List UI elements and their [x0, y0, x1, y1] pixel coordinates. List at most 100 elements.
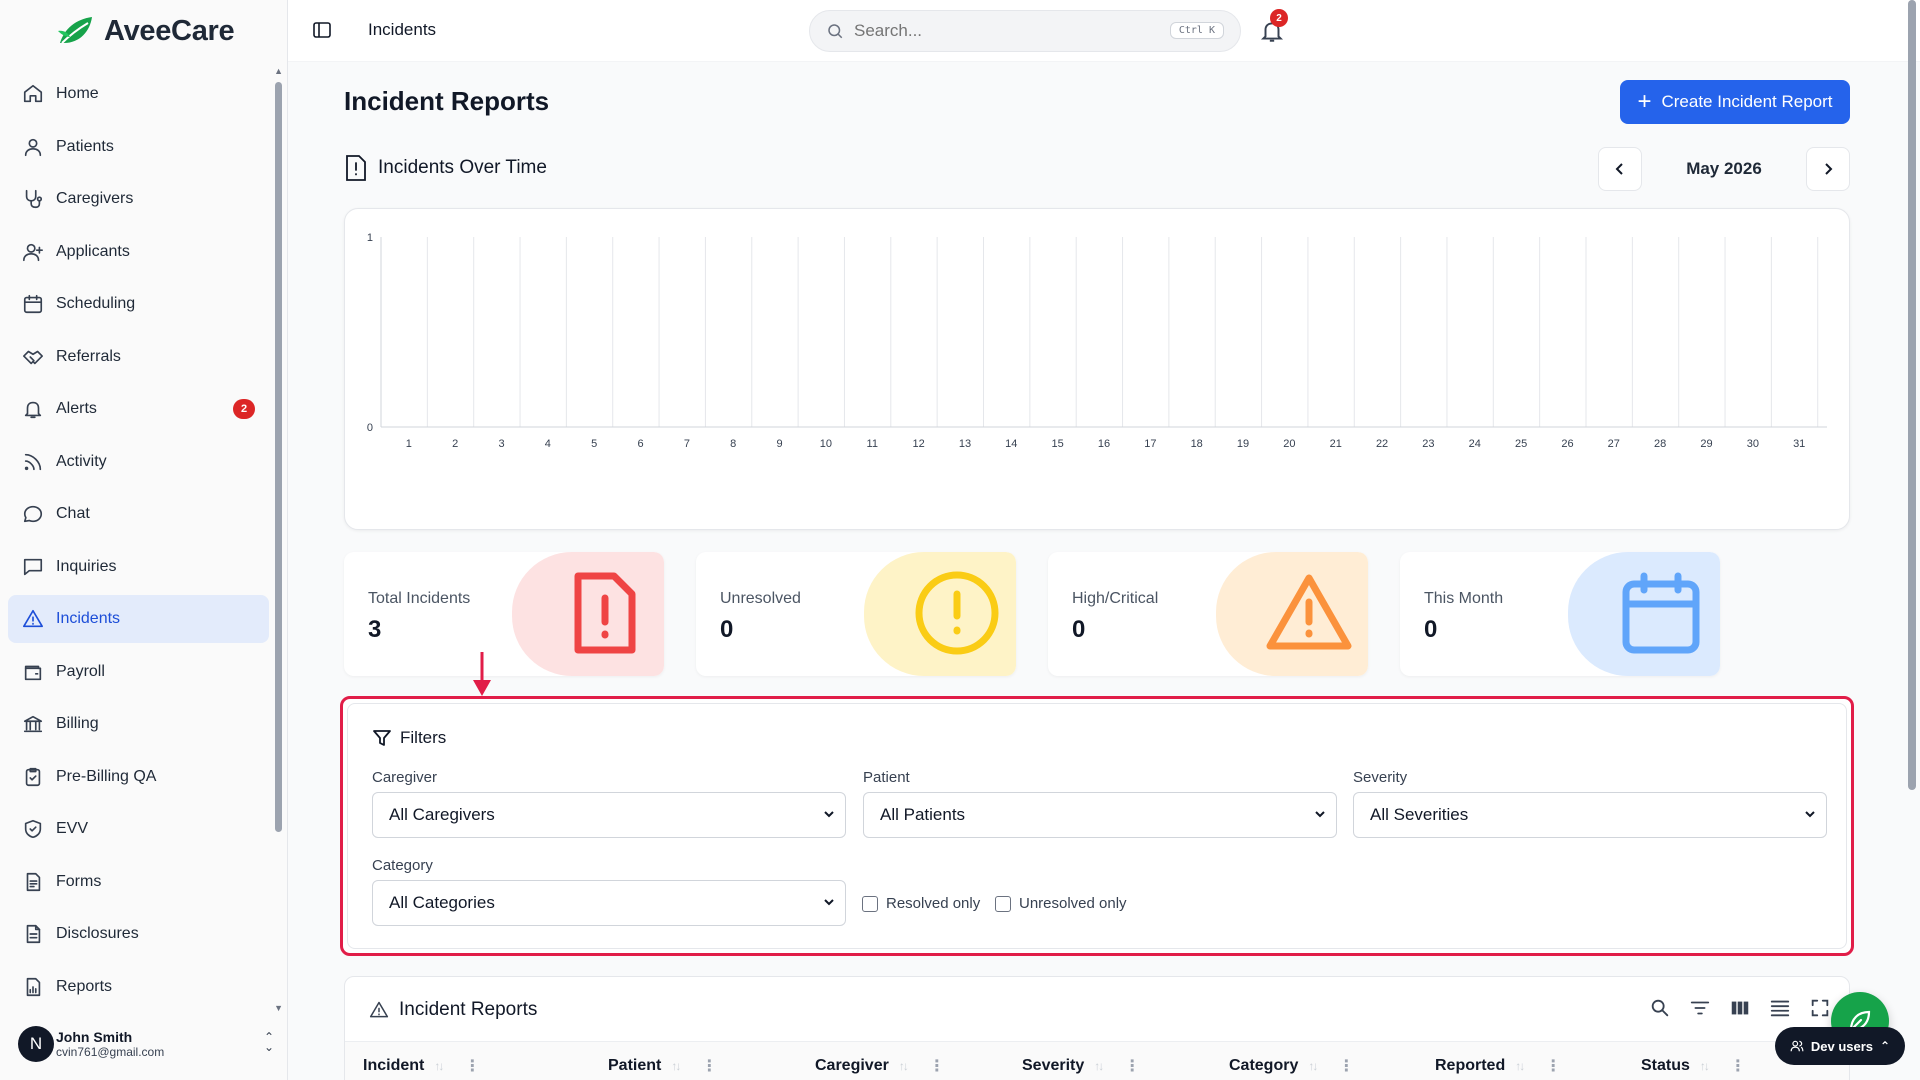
unresolved-only-checkbox[interactable]: Unresolved only [995, 895, 1127, 912]
column-header-status[interactable]: Status ↑↓ ⋮ [1641, 1056, 1746, 1076]
avatar: N [18, 1026, 54, 1062]
sidebar-item-inquiries[interactable]: Inquiries [8, 543, 269, 591]
sort-icon[interactable]: ↑↓ [671, 1059, 681, 1073]
chart-x-tick-label: 21 [1330, 438, 1342, 450]
stat-card-high-critical: High/Critical 0 [1048, 552, 1368, 676]
sidebar-item-activity[interactable]: Activity [8, 438, 269, 486]
home-icon [23, 84, 43, 103]
sidebar-item-label: EVV [56, 820, 89, 837]
checkbox-box[interactable] [862, 895, 878, 912]
sidebar-item-reports[interactable]: Reports [8, 963, 269, 1011]
checkbox-box[interactable] [995, 895, 1011, 912]
column-menu-icon[interactable]: ⋮ [464, 1058, 481, 1075]
sidebar-item-applicants[interactable]: Applicants [8, 228, 269, 276]
category-select[interactable]: All Categories [372, 880, 846, 926]
chart-x-tick-label: 29 [1700, 438, 1712, 450]
sidebar-item-pre-billing-qa[interactable]: Pre-Billing QA [8, 753, 269, 801]
sidebar-nav: Home Patients Caregivers Applicants Sche… [8, 70, 269, 1015]
user-menu[interactable]: N John Smith cvin761@gmail.com ⌃ ⌄ [18, 1022, 274, 1066]
sidebar-item-label: Payroll [56, 662, 105, 680]
sidebar-item-billing[interactable]: Billing [8, 700, 269, 748]
chart-x-tick-label: 30 [1747, 438, 1759, 450]
sidebar-item-evv[interactable]: EVV [8, 805, 269, 853]
category-filter-label: Category [372, 857, 433, 874]
columns-icon[interactable] [1729, 997, 1751, 1019]
stethoscope-icon [25, 189, 43, 209]
sidebar-item-disclosures[interactable]: Disclosures [8, 910, 269, 958]
sidebar-item-patients[interactable]: Patients [8, 123, 269, 171]
search-box[interactable]: Ctrl K [809, 10, 1241, 52]
next-month-button[interactable] [1806, 147, 1850, 191]
app-logo[interactable]: AveeCare [0, 0, 287, 62]
column-menu-icon[interactable]: ⋮ [701, 1058, 718, 1075]
sidebar-scrollbar[interactable] [275, 82, 282, 832]
patient-filter-label: Patient [863, 769, 910, 786]
column-header-severity[interactable]: Severity ↑↓ ⋮ [1022, 1056, 1140, 1076]
chart-x-tick-label: 3 [498, 438, 504, 450]
sidebar-item-chat[interactable]: Chat [8, 490, 269, 538]
search-icon[interactable] [1649, 997, 1671, 1019]
column-header-caregiver[interactable]: Caregiver ↑↓ ⋮ [815, 1056, 945, 1076]
sidebar-item-label: Incidents [56, 610, 121, 627]
fullscreen-icon[interactable] [1809, 997, 1831, 1019]
sort-icon[interactable]: ↑↓ [1094, 1059, 1104, 1073]
alerts-count-badge: 2 [233, 399, 255, 419]
column-menu-icon[interactable]: ⋮ [1338, 1058, 1355, 1075]
column-menu-icon[interactable]: ⋮ [1545, 1058, 1562, 1075]
column-menu-icon[interactable]: ⋮ [1124, 1058, 1141, 1075]
sidebar-scroll-up-icon[interactable]: ▲ [274, 66, 283, 76]
page-scrollbar[interactable] [1908, 0, 1916, 790]
sidebar-toggle-icon[interactable] [312, 20, 332, 40]
stat-card-this-month: This Month 0 [1400, 552, 1720, 676]
dev-users-button[interactable]: Dev users ⌃ [1775, 1027, 1905, 1065]
column-menu-icon[interactable]: ⋮ [928, 1058, 945, 1075]
filter-lines-icon[interactable] [1689, 997, 1711, 1019]
column-header-incident[interactable]: Incident ↑↓ ⋮ [363, 1056, 480, 1076]
sidebar-item-referrals[interactable]: Referrals [8, 333, 269, 381]
severity-select-value: All Severities [1370, 805, 1469, 824]
sidebar-item-forms[interactable]: Forms [8, 858, 269, 906]
sort-icon[interactable]: ↑↓ [1699, 1059, 1710, 1073]
sidebar-item-label: Billing [56, 715, 99, 732]
sidebar-scroll-down-icon[interactable]: ▼ [274, 1003, 283, 1013]
sort-icon[interactable]: ↑↓ [434, 1059, 444, 1073]
sidebar-item-scheduling[interactable]: Scheduling [8, 280, 269, 328]
column-header-label: Status [1641, 1057, 1690, 1074]
create-incident-report-button[interactable]: + Create Incident Report [1620, 80, 1850, 124]
sidebar-item-alerts[interactable]: Alerts 2 [8, 385, 269, 433]
chart-x-tick-label: 25 [1515, 438, 1527, 450]
column-menu-icon[interactable]: ⋮ [1729, 1058, 1746, 1075]
sidebar-item-label: Activity [56, 452, 107, 470]
column-header-patient[interactable]: Patient ↑↓ ⋮ [608, 1056, 717, 1076]
patient-select[interactable]: All Patients [863, 792, 1337, 838]
sidebar-item-incidents[interactable]: Incidents [8, 595, 269, 643]
sidebar-item-label: Caregivers [56, 190, 134, 207]
column-header-label: Caregiver [815, 1057, 889, 1074]
search-input[interactable] [854, 21, 1154, 41]
breadcrumb: Incidents [368, 20, 437, 39]
dev-users-label: Dev users [1810, 1038, 1874, 1054]
resolved-only-checkbox[interactable]: Resolved only [862, 895, 980, 912]
sort-icon[interactable]: ↑↓ [898, 1059, 909, 1073]
sidebar-item-home[interactable]: Home [8, 70, 269, 118]
notifications-count-badge: 2 [1270, 9, 1288, 27]
sidebar-item-caregivers[interactable]: Caregivers [8, 175, 269, 223]
chart-x-tick-label: 13 [959, 438, 971, 450]
sidebar-item-label: Scheduling [56, 295, 136, 312]
previous-month-button[interactable] [1598, 147, 1642, 191]
sort-icon[interactable]: ↑↓ [1308, 1059, 1318, 1073]
severity-select[interactable]: All Severities [1353, 792, 1827, 838]
column-header-category[interactable]: Category ↑↓ ⋮ [1229, 1056, 1354, 1076]
table-title: Incident Reports [399, 999, 538, 1020]
density-icon[interactable] [1769, 997, 1791, 1019]
column-header-reported[interactable]: Reported ↑↓ ⋮ [1435, 1056, 1561, 1076]
calendar-icon [23, 294, 43, 314]
annotation-arrow-icon [473, 652, 491, 696]
sort-icon[interactable]: ↑↓ [1515, 1059, 1525, 1073]
plus-icon: + [1637, 88, 1652, 115]
table-header: Incident Reports [369, 999, 537, 1021]
sidebar-item-payroll[interactable]: Payroll [8, 648, 269, 696]
caregiver-select[interactable]: All Caregivers [372, 792, 846, 838]
handshake-icon [23, 350, 43, 364]
chart-x-tick-label: 4 [545, 438, 551, 450]
